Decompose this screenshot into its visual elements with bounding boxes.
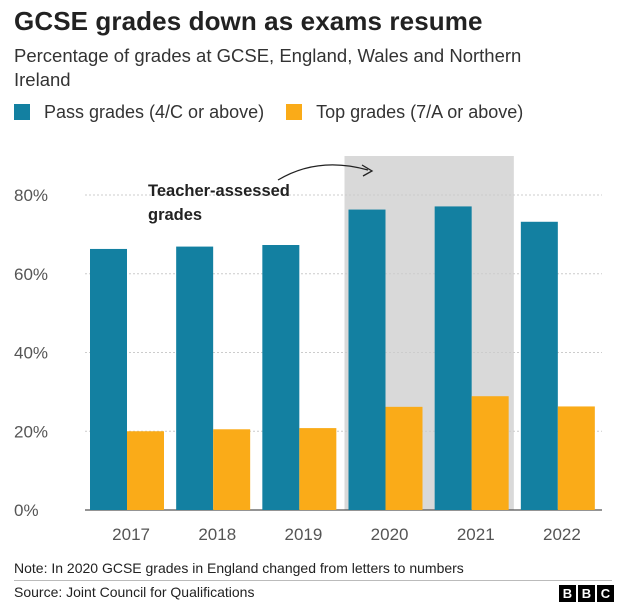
y-tick-label: 80% xyxy=(14,186,48,205)
y-tick-label: 20% xyxy=(14,422,48,441)
chart-note: Note: In 2020 GCSE grades in England cha… xyxy=(14,560,464,576)
legend-swatch-top xyxy=(286,104,303,120)
annotation-text: grades xyxy=(148,206,202,224)
x-tick-label: 2018 xyxy=(198,525,236,544)
chart-source: Source: Joint Council for Qualifications xyxy=(14,584,255,600)
x-tick-label: 2019 xyxy=(285,525,323,544)
bar-top-grades xyxy=(213,429,251,510)
legend-item-pass: Pass grades (4/C or above) xyxy=(14,102,264,123)
annotation-text: Teacher-assessed xyxy=(148,182,290,200)
bar-pass-grades xyxy=(520,221,558,510)
bar-pass-grades xyxy=(434,206,472,510)
annotation-arrow xyxy=(277,164,369,181)
bar-chart: 0% 20% 40% 60% 80% 2017 2018 2019 2020 2021 2022 Te… xyxy=(14,156,602,544)
legend-label-top: Top grades (7/A or above) xyxy=(316,101,524,122)
x-tick-label: 2022 xyxy=(543,525,581,544)
chart-title: GCSE grades down as exams resume xyxy=(14,6,483,36)
bar-pass-grades xyxy=(176,246,214,511)
legend-swatch-pass xyxy=(14,104,30,120)
bbc-logo-letter: C xyxy=(597,585,614,602)
x-tick-label: 2017 xyxy=(112,525,150,544)
bbc-logo: B B C xyxy=(557,585,614,602)
legend: Pass grades (4/C or above) Top grades (7… xyxy=(14,100,545,124)
footer-divider xyxy=(14,580,612,581)
bar-top-grades xyxy=(557,406,595,510)
bar-top-grades xyxy=(471,396,509,510)
chart-subtitle: Percentage of grades at GCSE, England, W… xyxy=(14,45,522,90)
bbc-logo-letter: B xyxy=(559,585,576,602)
bar-pass-grades xyxy=(90,248,127,510)
legend-label-pass: Pass grades (4/C or above) xyxy=(44,101,265,122)
annotation-arrowhead xyxy=(361,164,374,177)
bbc-logo-letter: B xyxy=(578,585,595,602)
bar-pass-grades xyxy=(348,209,386,510)
y-tick-label: 0% xyxy=(14,501,39,520)
bar-pass-grades xyxy=(262,245,300,510)
y-tick-label: 60% xyxy=(14,265,48,284)
bar-top-grades xyxy=(385,406,423,510)
x-tick-label: 2021 xyxy=(457,525,495,544)
x-tick-label: 2020 xyxy=(371,525,409,544)
bar-top-grades xyxy=(127,431,164,510)
bar-top-grades xyxy=(299,428,337,510)
y-tick-label: 40% xyxy=(14,344,48,363)
legend-item-top: Top grades (7/A or above) xyxy=(286,102,523,123)
